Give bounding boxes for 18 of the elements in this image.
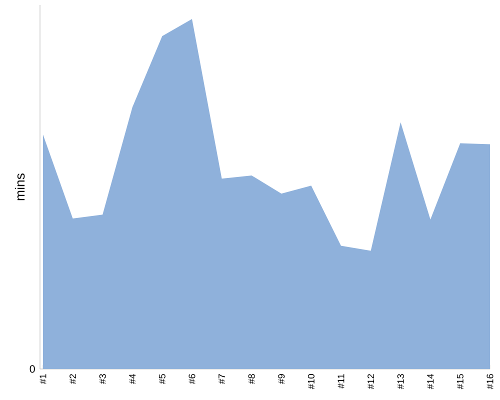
x-tick-label: #1 [40, 374, 46, 384]
x-tick-label: #15 [456, 374, 464, 390]
y-axis-title: mins [14, 173, 25, 200]
x-tick-label: #4 [129, 374, 136, 384]
x-tick-label: #13 [397, 374, 404, 390]
x-tick-label: #7 [218, 374, 225, 384]
x-tick-label: #6 [188, 374, 196, 384]
x-tick-label: #9 [278, 374, 285, 384]
x-tick-label: #10 [308, 374, 314, 390]
x-tick-label: #11 [338, 374, 344, 388]
text: 0 [30, 365, 35, 373]
x-tick-label: #3 [99, 374, 106, 384]
x-tick-label: #12 [368, 374, 374, 390]
x-tick-label: #14 [427, 374, 434, 390]
x-tick-label: #16 [486, 374, 494, 390]
x-tick-label: #8 [248, 374, 255, 384]
x-tick-label: #5 [158, 374, 166, 384]
x-tick-label: #2 [70, 374, 76, 384]
